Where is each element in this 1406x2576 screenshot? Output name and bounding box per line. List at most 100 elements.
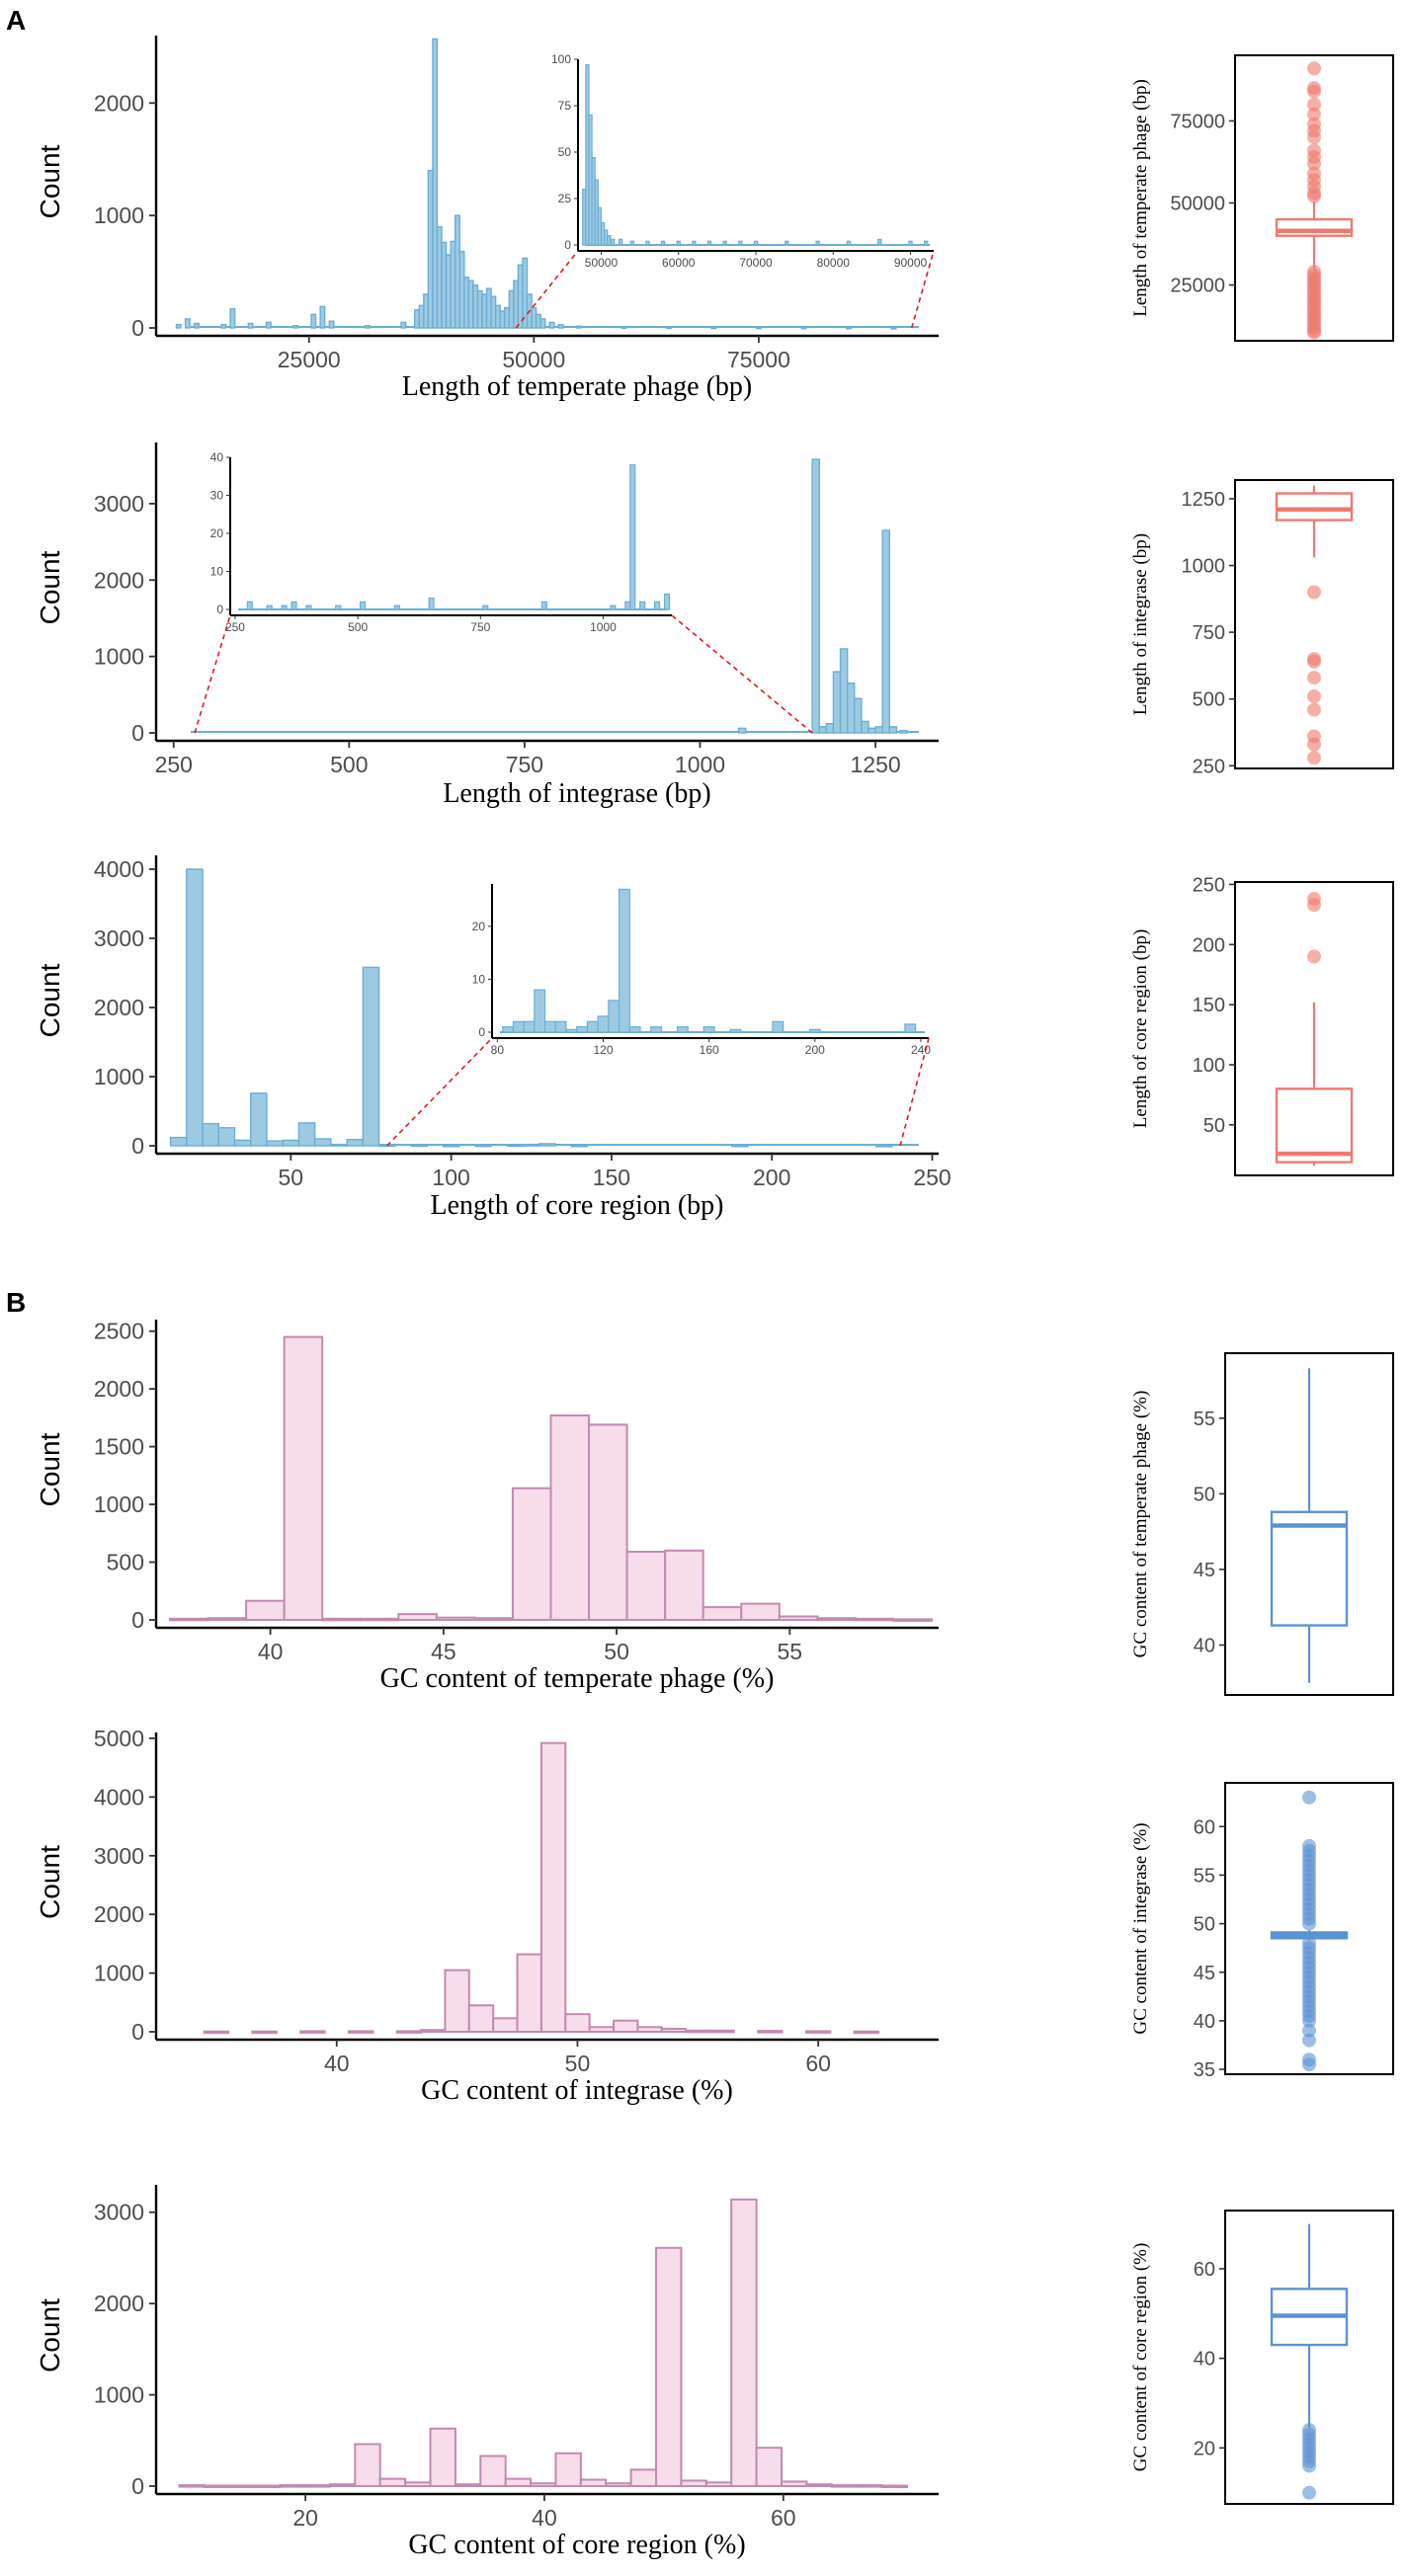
histogram-bar (175, 323, 182, 329)
histogram-bar (665, 326, 672, 330)
inset-bar (753, 240, 759, 246)
outlier-point (1307, 143, 1321, 158)
histogram-bar (432, 38, 439, 329)
inset-plot: 50000 60000 70000 80000 90000 0 25 50 75 100 (515, 52, 935, 329)
histogram-bar (755, 326, 762, 330)
inset-bar (706, 240, 712, 246)
inset-x-tick-label: 50000 (585, 256, 619, 270)
histogram-bar (250, 1092, 268, 1147)
histogram-bar (283, 1335, 324, 1621)
x-tick-label: 75000 (727, 347, 790, 372)
y-tick-label: 3000 (94, 2200, 144, 2225)
histogram-bar (549, 1414, 591, 1621)
inset-bar (586, 1020, 599, 1033)
histogram-bar (279, 2484, 306, 2488)
y-tick-label: 0 (131, 2473, 144, 2499)
x-axis-label: GC content of integrase (%) (421, 2075, 733, 2106)
hist-integrase-length: 250 500 750 1000 1250 0 1000 2000 3000 Length of … (35, 443, 939, 809)
y-tick-label: 3000 (94, 491, 144, 517)
histogram-bar (328, 2483, 357, 2488)
inset-bar (676, 240, 681, 246)
inset-bar (290, 601, 297, 610)
inset-bar (628, 1026, 641, 1033)
histogram-bar (636, 2026, 663, 2034)
histogram-bar (202, 1122, 219, 1147)
inset-bar (608, 1000, 620, 1033)
y-tick-label: 50 (1194, 1914, 1215, 1936)
inset-bar (534, 989, 546, 1033)
histogram-bar (881, 529, 890, 734)
histogram-bar (854, 697, 863, 734)
histogram-bar (186, 868, 204, 1147)
inset-bar (266, 604, 273, 610)
box-frame (1234, 479, 1394, 769)
histogram-bar (875, 1144, 893, 1148)
histogram-bar (800, 326, 807, 330)
inset-bar (650, 1026, 663, 1033)
histogram-bar (429, 2427, 456, 2487)
y-tick-label: 55 (1194, 1409, 1215, 1430)
histogram-bar (378, 2477, 407, 2487)
inset-bar (554, 1020, 567, 1033)
histogram-bar (362, 966, 380, 1147)
histogram-bar (780, 2480, 808, 2488)
x-axis-label: Length of integrase (bp) (443, 778, 710, 809)
y-tick-label: 250 (1193, 756, 1225, 777)
outlier-point (1307, 751, 1321, 765)
histogram-bar (444, 1969, 470, 2034)
y-axis-label: Count (35, 1432, 65, 1506)
inset-bar (660, 240, 666, 246)
histogram-bar (303, 2484, 331, 2488)
outlier-point (1307, 117, 1321, 131)
outlier-point (1302, 1838, 1316, 1853)
inset-bar (281, 604, 288, 610)
inset-y-tick-label: 20 (210, 526, 224, 540)
outlier-point (1307, 81, 1321, 96)
histogram-bar (704, 2481, 733, 2487)
y-tick-label: 1000 (94, 2382, 144, 2408)
inset-x-tick-label: 200 (805, 1043, 825, 1057)
x-tick-label: 500 (330, 752, 368, 777)
outlier-point (1307, 585, 1321, 600)
inset-bar (692, 240, 697, 246)
x-axis-label: Length of core region (bp) (431, 1190, 724, 1221)
inset-bar (393, 604, 400, 610)
outlier-point (1302, 2053, 1316, 2067)
x-tick-label: 40 (324, 2051, 350, 2076)
histogram-bar (395, 2030, 423, 2034)
box-phage-length: 25000 50000 75000 Length of temperate phage… (1130, 54, 1394, 342)
zoom-connector-left (386, 1037, 493, 1147)
histogram-bar (442, 1144, 460, 1148)
histogram-bar (680, 2479, 707, 2488)
y-tick-label: 35 (1194, 2059, 1215, 2081)
histogram-bar (613, 2019, 639, 2034)
y-axis-label: Count (35, 963, 65, 1037)
histogram-bar (892, 1618, 933, 1622)
histogram-bar (570, 1144, 589, 1148)
outlier-point (1307, 949, 1321, 964)
x-tick-label: 25000 (278, 347, 341, 372)
zoom-connector-right (671, 614, 813, 734)
y-tick-label: 3000 (94, 1843, 144, 1869)
outlier-point (1307, 166, 1321, 181)
outlier-point (1307, 107, 1321, 121)
y-tick-label: 1000 (1182, 556, 1226, 578)
histogram-bar (845, 326, 852, 330)
x-tick-label: 60 (805, 2051, 831, 2076)
histogram-bar (511, 1487, 552, 1621)
y-axis-label: Length of temperate phage (bp) (1130, 79, 1151, 317)
y-tick-label: 20 (1194, 2438, 1215, 2459)
histogram-bar (854, 1617, 895, 1622)
y-tick-label: 0 (131, 720, 144, 746)
panel-label-b: B (6, 1287, 26, 1318)
iqr-box (1275, 217, 1354, 237)
histogram-bar (313, 1138, 332, 1147)
y-tick-label: 2000 (94, 567, 144, 593)
y-tick-label: 1000 (94, 1064, 144, 1089)
y-axis-label: GC content of temperate phage (%) (1130, 1391, 1151, 1658)
histogram-bar (730, 1144, 749, 1148)
histogram-bar (328, 320, 335, 329)
x-tick-label: 50000 (502, 347, 565, 372)
inset-x-tick-label: 70000 (739, 256, 773, 270)
y-tick-label: 60 (1194, 1816, 1215, 1838)
